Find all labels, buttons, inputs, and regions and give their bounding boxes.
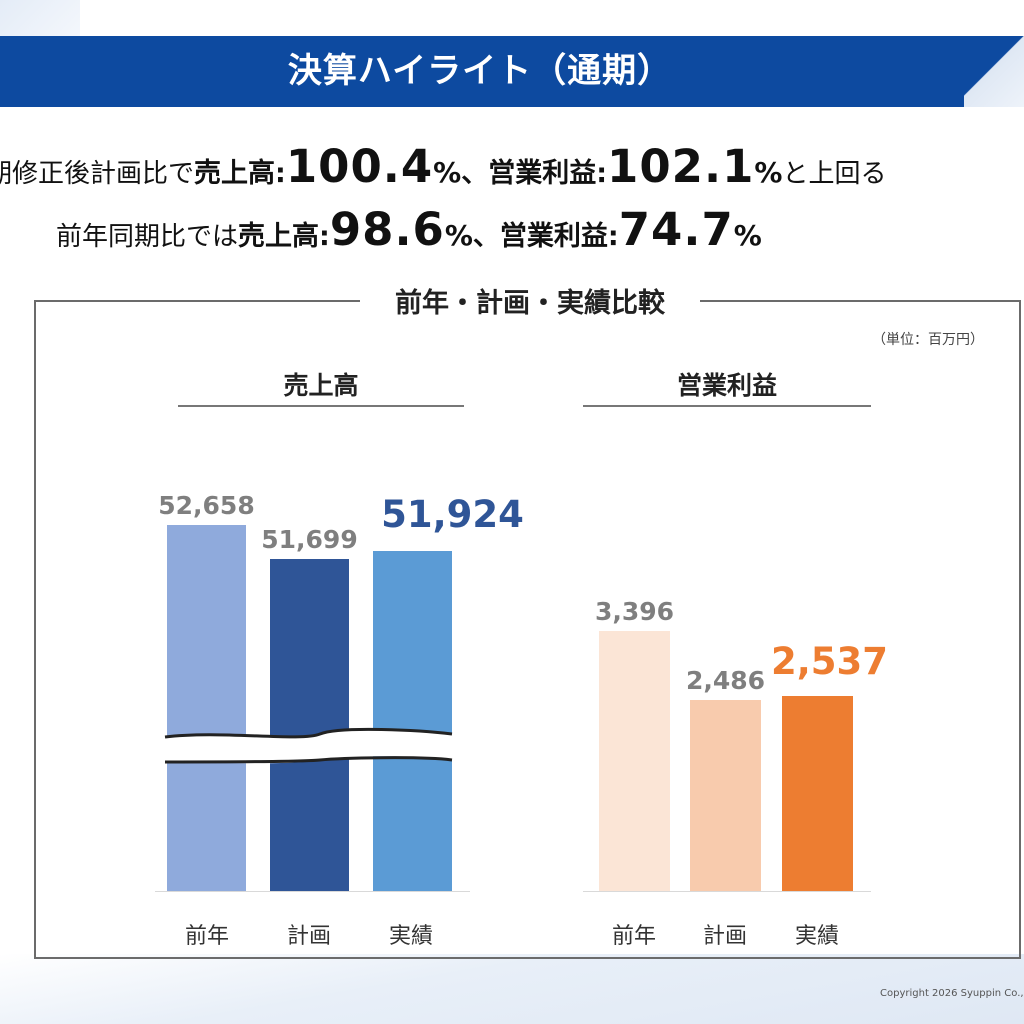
headline-separator: 、 [461, 158, 489, 189]
sales-baseline [155, 891, 470, 892]
profit-value-plan: 2,486 [685, 666, 766, 696]
profit-value-prev: 3,396 [594, 596, 675, 626]
profit-category-prev: 前年 [611, 924, 656, 949]
headline-sales-value: 100.4 [285, 140, 434, 193]
panel-title: 前年・計画・実績比較 [360, 284, 700, 324]
profit-title-rule [583, 405, 871, 407]
headline-plan-comparison: 期修正後計画比で売上高:100.4%、営業利益:102.1%と上回る [0, 140, 886, 193]
headline-sales-label: 売上高: [194, 158, 286, 189]
profit-baseline [583, 891, 871, 892]
headline-separator: 、 [472, 221, 500, 252]
sales-value-prev: 52,658 [158, 491, 255, 521]
title-bar: 決算ハイライト（通期） [0, 36, 1024, 107]
profit-category-plan: 計画 [702, 924, 747, 949]
unit-label: （単位：百万円） [872, 332, 984, 348]
headline-profit-value: 102.1 [607, 140, 755, 193]
profit-bar-prev [599, 630, 670, 891]
profit-category-actual: 実績 [794, 924, 839, 949]
headline-yoy-comparison: 前年同期比では売上高:98.6%、営業利益:74.7% [56, 203, 762, 256]
headline-profit-label: 営業利益: [499, 221, 619, 252]
headline-profit-label: 営業利益: [488, 158, 608, 189]
sales-category-prev: 前年 [184, 924, 229, 949]
copyright-footer: Copyright 2026 Syuppin Co., L [880, 988, 1024, 999]
profit-value-actual: 2,537 [770, 640, 889, 684]
sales-bar-plan [270, 559, 349, 891]
background-accent-top [0, 0, 80, 36]
sales-chart-title: 売上高 [283, 371, 359, 400]
sales-bar-actual [373, 551, 452, 891]
headline-sales-pct: % [444, 219, 473, 252]
headline-sales-value: 98.6 [329, 203, 445, 256]
headline-profit-pct: % [754, 156, 783, 189]
headline-prefix: 前年同期比では [56, 222, 239, 252]
headline-prefix: 期修正後計画比で [0, 159, 195, 189]
sales-bar-prev [167, 525, 246, 891]
title-bar-stripe [964, 36, 1024, 107]
headline-profit-pct: % [733, 219, 762, 252]
sales-value-actual: 51,924 [381, 493, 524, 537]
headline-sales-label: 売上高: [238, 221, 330, 252]
headline-suffix: と上回る [782, 159, 887, 189]
page-title: 決算ハイライト（通期） [287, 51, 673, 91]
sales-category-plan: 計画 [286, 924, 331, 949]
sales-category-actual: 実績 [388, 924, 433, 949]
profit-chart-title: 営業利益 [676, 371, 777, 400]
sales-value-plan: 51,699 [261, 525, 358, 555]
headline-profit-value: 74.7 [618, 203, 734, 256]
profit-bar-actual [782, 696, 853, 891]
sales-title-rule [178, 405, 464, 407]
background-accent-bottom [0, 954, 1024, 1024]
profit-bar-plan [690, 700, 761, 891]
headline-sales-pct: % [433, 156, 462, 189]
axis-break-mark [164, 727, 453, 764]
